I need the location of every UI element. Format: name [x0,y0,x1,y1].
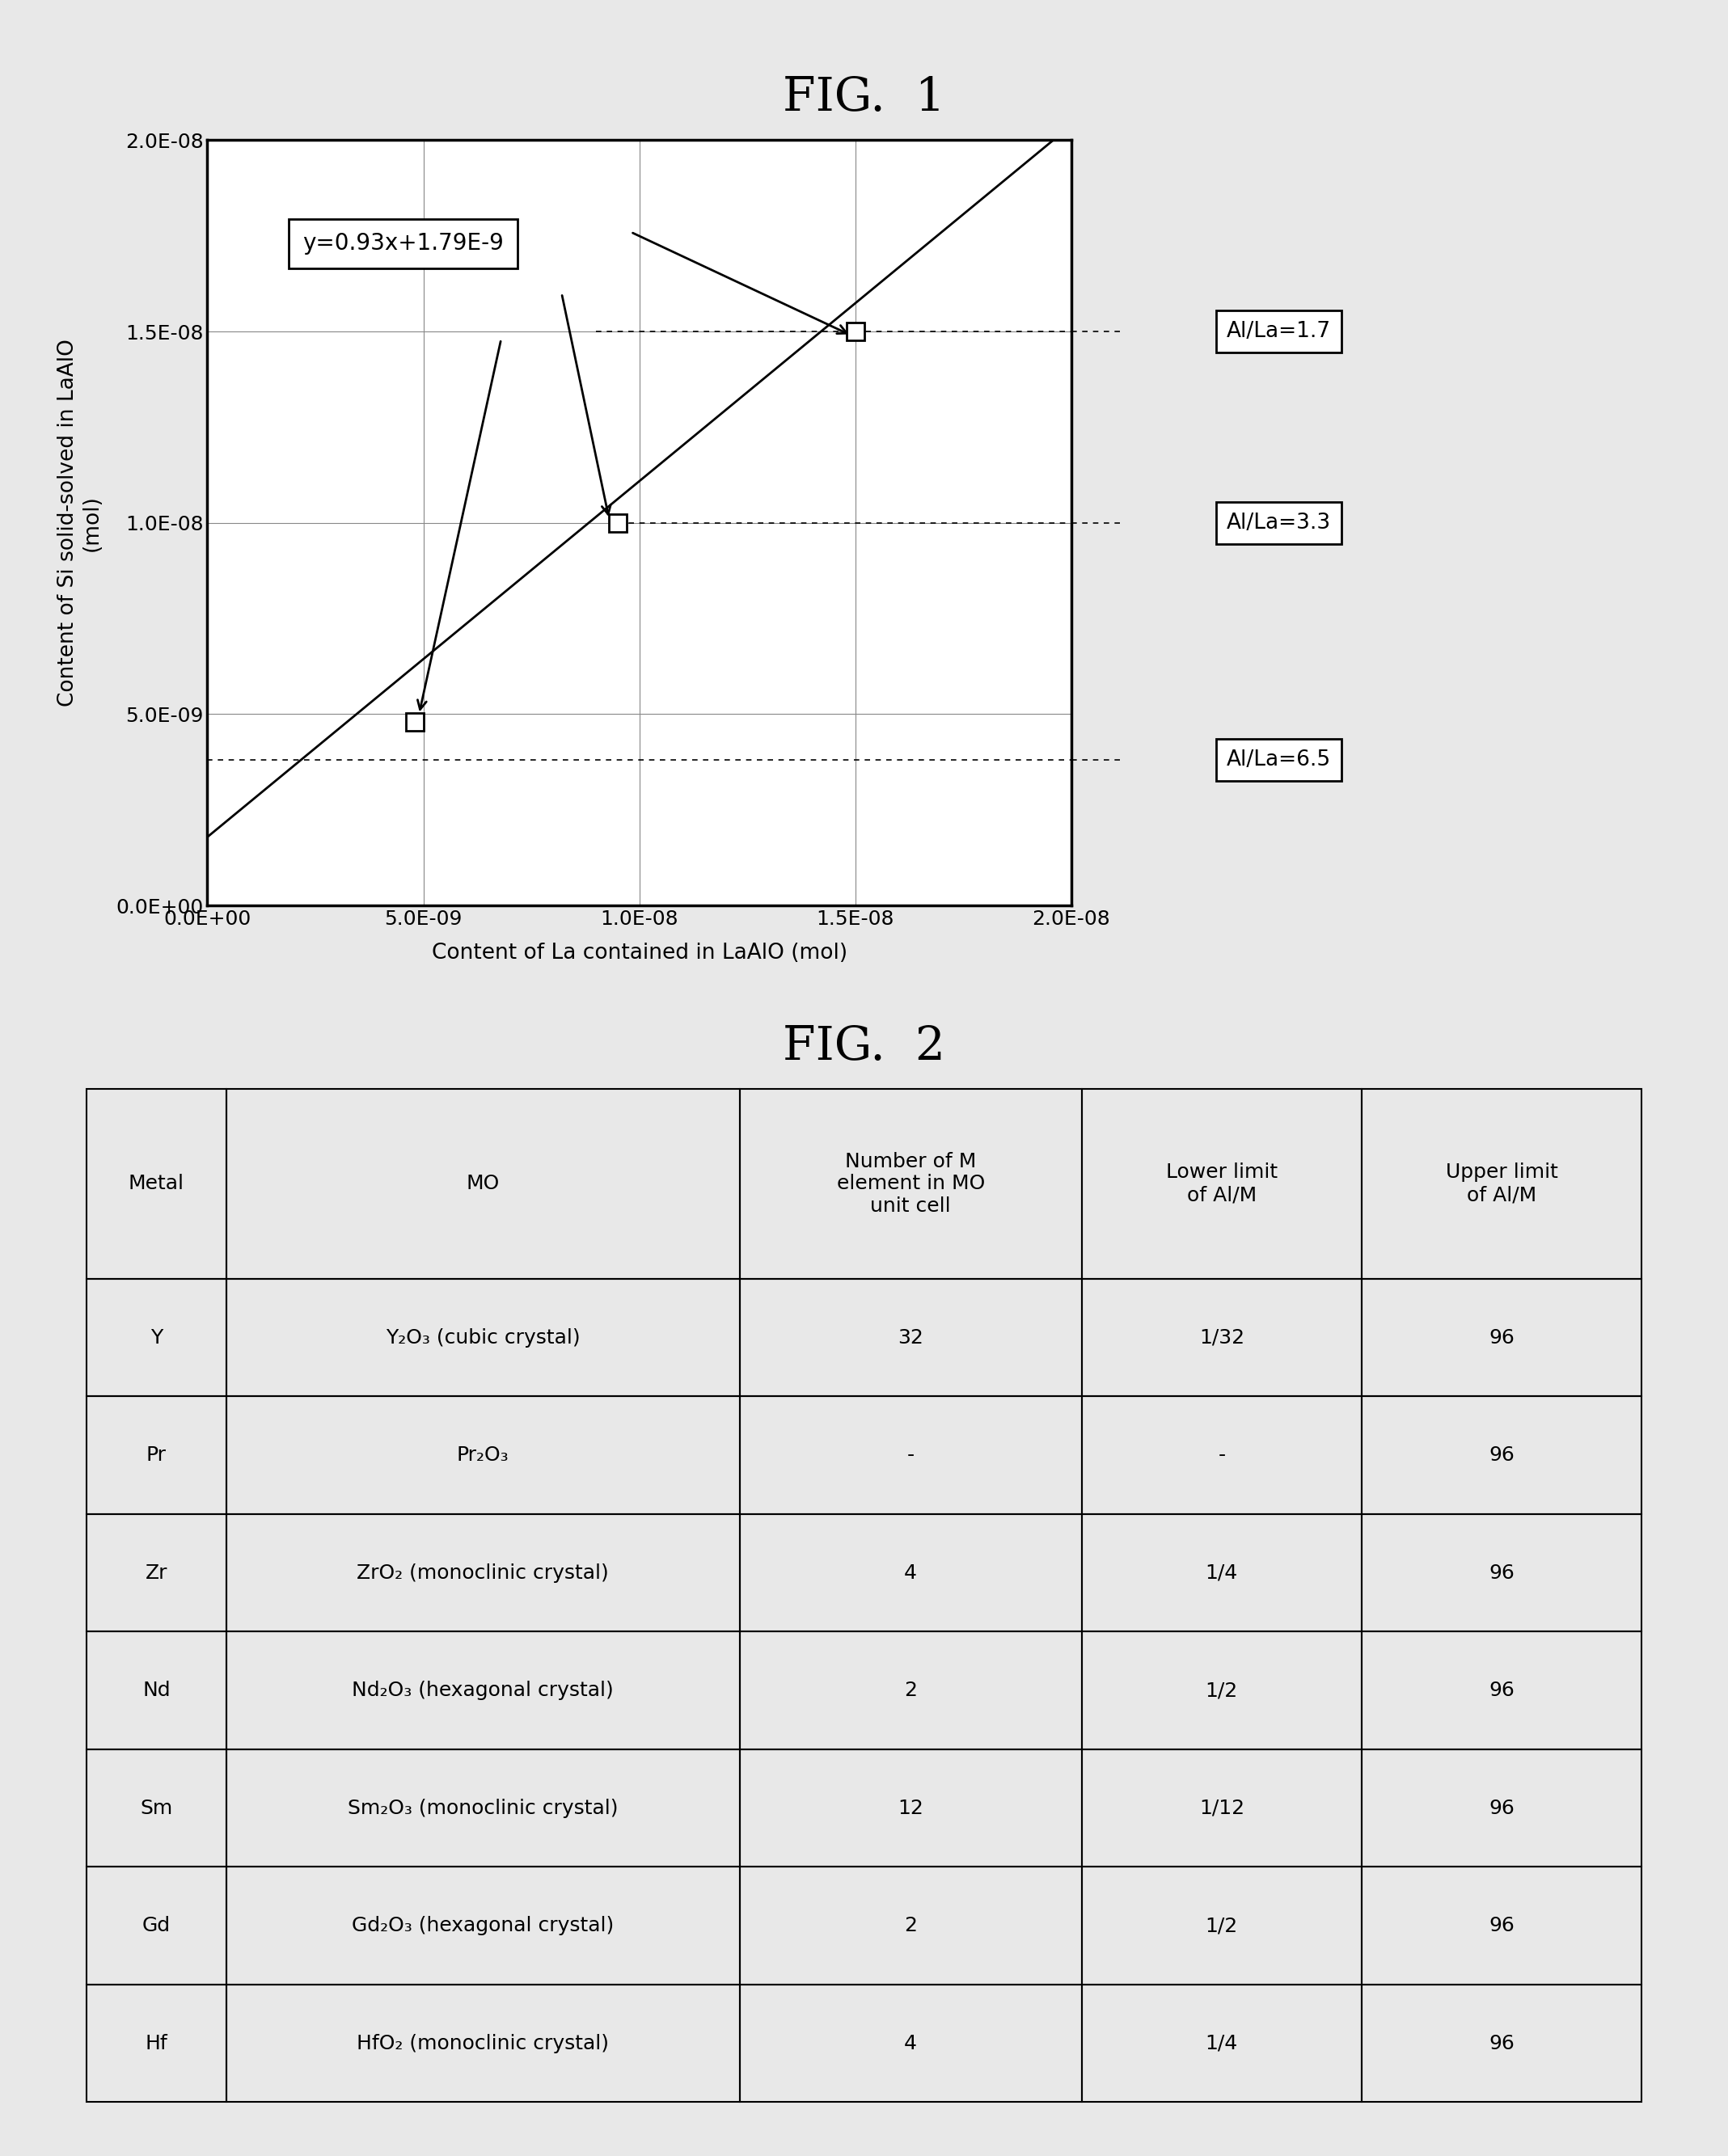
Text: 2: 2 [904,1917,918,1936]
Text: Sm: Sm [140,1798,173,1818]
Text: 1/2: 1/2 [1206,1917,1237,1936]
Y-axis label: Content of Si solid-solved in LaAlO
(mol): Content of Si solid-solved in LaAlO (mol… [57,338,102,707]
Text: 96: 96 [1490,1917,1514,1936]
Text: ZrO₂ (monoclinic crystal): ZrO₂ (monoclinic crystal) [358,1563,608,1583]
Text: 96: 96 [1490,1563,1514,1583]
Text: -: - [907,1445,914,1464]
Text: 12: 12 [899,1798,923,1818]
Text: 1/4: 1/4 [1206,1563,1237,1583]
Text: 2: 2 [904,1682,918,1701]
Text: 96: 96 [1490,2033,1514,2053]
Text: 4: 4 [904,2033,918,2053]
Text: FIG.  2: FIG. 2 [783,1024,945,1069]
Text: 1/12: 1/12 [1199,1798,1244,1818]
Text: MO: MO [467,1175,499,1194]
Text: Nd₂O₃ (hexagonal crystal): Nd₂O₃ (hexagonal crystal) [353,1682,613,1701]
Text: 32: 32 [899,1328,923,1348]
Text: 1/2: 1/2 [1206,1682,1237,1701]
Text: Nd: Nd [142,1682,171,1701]
Text: 1/32: 1/32 [1199,1328,1244,1348]
Text: 96: 96 [1490,1328,1514,1348]
Text: 1/4: 1/4 [1206,2033,1237,2053]
Text: Pr: Pr [147,1445,166,1464]
Text: 96: 96 [1490,1798,1514,1818]
Text: 4: 4 [904,1563,918,1583]
Text: Y₂O₃ (cubic crystal): Y₂O₃ (cubic crystal) [385,1328,581,1348]
Text: Lower limit
of Al/M: Lower limit of Al/M [1166,1162,1277,1205]
Text: Y: Y [150,1328,162,1348]
Text: y=0.93x+1.79E-9: y=0.93x+1.79E-9 [302,233,503,254]
X-axis label: Content of La contained in LaAlO (mol): Content of La contained in LaAlO (mol) [432,942,847,964]
Text: Al/La=1.7: Al/La=1.7 [1227,321,1331,343]
Text: Pr₂O₃: Pr₂O₃ [456,1445,510,1464]
Text: Al/La=6.5: Al/La=6.5 [1227,750,1331,770]
Text: -: - [1218,1445,1225,1464]
Text: Metal: Metal [128,1175,185,1194]
Text: Zr: Zr [145,1563,168,1583]
Text: Upper limit
of Al/M: Upper limit of Al/M [1446,1162,1557,1205]
Text: Gd₂O₃ (hexagonal crystal): Gd₂O₃ (hexagonal crystal) [353,1917,613,1936]
Text: Gd: Gd [142,1917,171,1936]
Text: HfO₂ (monoclinic crystal): HfO₂ (monoclinic crystal) [358,2033,608,2053]
Text: 96: 96 [1490,1445,1514,1464]
Text: Number of M
element in MO
unit cell: Number of M element in MO unit cell [836,1151,985,1216]
Text: Al/La=3.3: Al/La=3.3 [1227,513,1331,533]
Text: FIG.  1: FIG. 1 [783,75,945,121]
Text: Sm₂O₃ (monoclinic crystal): Sm₂O₃ (monoclinic crystal) [347,1798,619,1818]
Text: 96: 96 [1490,1682,1514,1701]
Text: Hf: Hf [145,2033,168,2053]
